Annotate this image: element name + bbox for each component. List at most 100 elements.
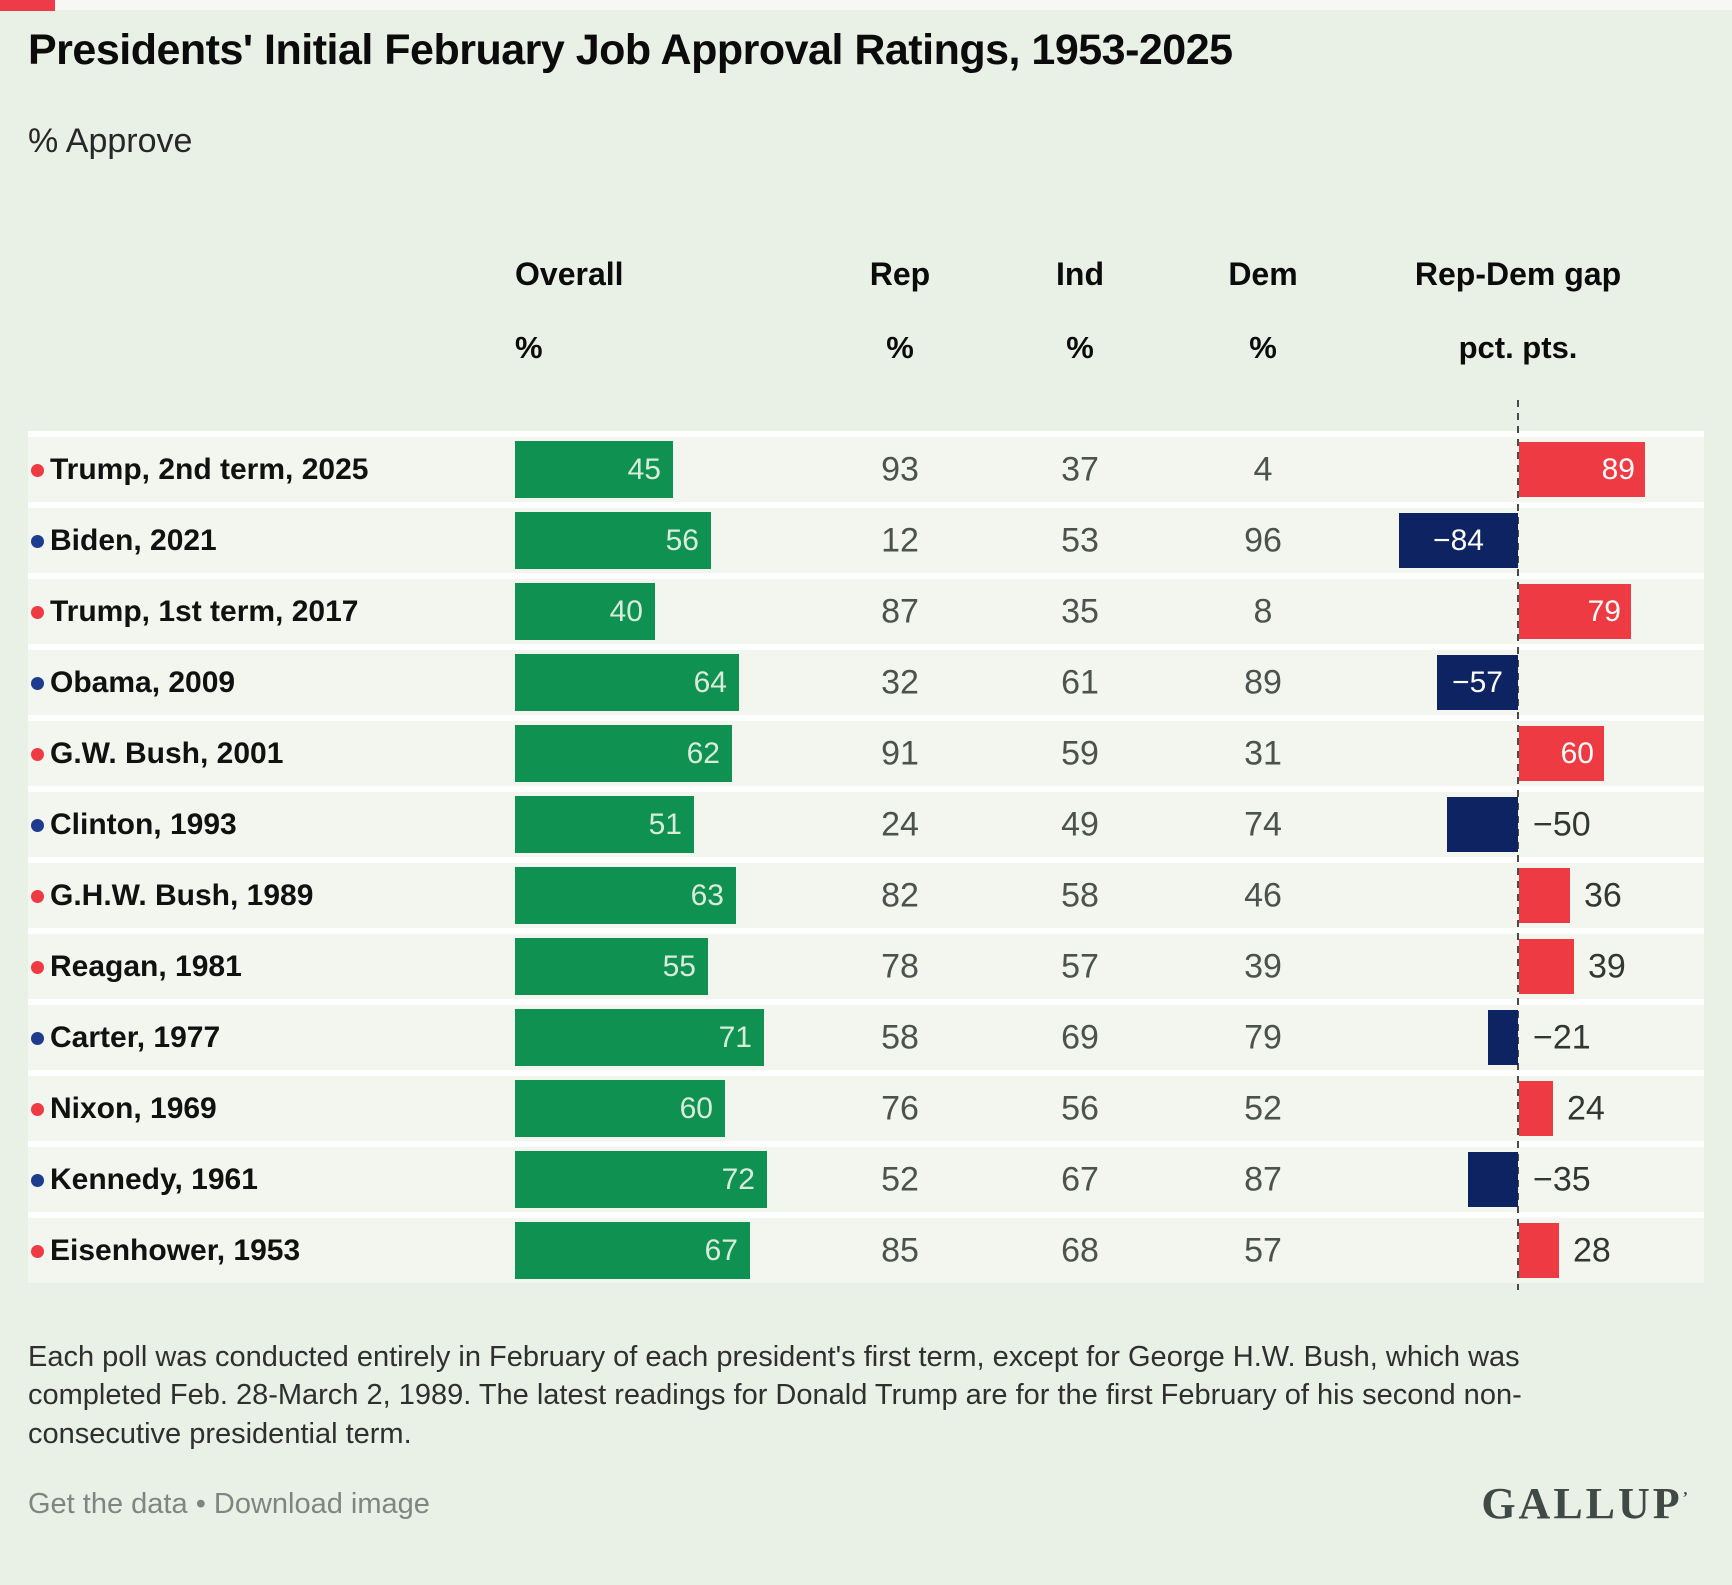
gap-bar: 89 bbox=[1519, 442, 1645, 497]
dem-value: 96 bbox=[1244, 521, 1282, 559]
trademark-mark: ʼ bbox=[1682, 1489, 1688, 1507]
overall-approval-bar: 64 bbox=[515, 654, 739, 711]
gap-value: 24 bbox=[1567, 1089, 1605, 1127]
overall-approval-bar: 56 bbox=[515, 512, 711, 569]
download-image-link[interactable]: Download image bbox=[213, 1488, 430, 1520]
overall-approval-bar: 71 bbox=[515, 1009, 764, 1066]
president-label: Clinton, 1993 bbox=[50, 807, 237, 841]
gap-value: −21 bbox=[1533, 1018, 1591, 1056]
unit-dem: % bbox=[1249, 330, 1277, 365]
corner-red-mark bbox=[0, 0, 55, 11]
president-label: Eisenhower, 1953 bbox=[50, 1233, 301, 1267]
overall-value: 45 bbox=[627, 453, 661, 486]
overall-approval-bar: 60 bbox=[515, 1080, 725, 1137]
overall-value: 67 bbox=[704, 1234, 738, 1267]
rep-value: 12 bbox=[881, 521, 919, 559]
overall-approval-bar: 55 bbox=[515, 938, 708, 995]
overall-value: 60 bbox=[679, 1092, 713, 1125]
unit-gap: pct. pts. bbox=[1458, 330, 1578, 365]
overall-approval-bar: 72 bbox=[515, 1151, 767, 1208]
table-row: Reagan, 1981 55 78 57 39 39 bbox=[28, 934, 1704, 999]
overall-value: 71 bbox=[718, 1021, 752, 1054]
link-separator: • bbox=[195, 1488, 206, 1520]
table-row: Eisenhower, 1953 67 85 68 57 28 bbox=[28, 1218, 1704, 1283]
ind-value: 67 bbox=[1061, 1160, 1099, 1198]
overall-approval-bar: 51 bbox=[515, 796, 694, 853]
rep-value: 93 bbox=[881, 450, 919, 488]
column-header-dem: Dem bbox=[1228, 256, 1298, 292]
president-label: Biden, 2021 bbox=[50, 523, 217, 557]
gap-bar: 60 bbox=[1519, 726, 1604, 781]
overall-value: 55 bbox=[662, 950, 696, 983]
party-dot bbox=[31, 960, 44, 974]
ind-value: 58 bbox=[1061, 876, 1099, 914]
party-dot bbox=[31, 1244, 44, 1258]
table-row: Trump, 2nd term, 2025 45 93 37 4 89 bbox=[28, 437, 1704, 502]
party-dot bbox=[31, 676, 44, 690]
gap-bar bbox=[1447, 797, 1518, 852]
gap-bar bbox=[1468, 1152, 1518, 1207]
gap-bar: −84 bbox=[1399, 513, 1518, 568]
president-label: G.W. Bush, 2001 bbox=[50, 736, 284, 770]
president-label: Kennedy, 1961 bbox=[50, 1162, 258, 1196]
page-title: Presidents' Initial February Job Approva… bbox=[28, 26, 1233, 74]
chart-subtitle: % Approve bbox=[28, 122, 193, 160]
gap-value: 39 bbox=[1588, 947, 1626, 985]
get-the-data-link[interactable]: Get the data bbox=[28, 1488, 188, 1520]
rep-value: 78 bbox=[881, 947, 919, 985]
president-label: G.H.W. Bush, 1989 bbox=[50, 878, 314, 912]
president-label: Reagan, 1981 bbox=[50, 949, 242, 983]
gap-bar: −57 bbox=[1437, 655, 1518, 710]
unit-ind: % bbox=[1066, 330, 1094, 365]
footnote: Each poll was conducted entirely in Febr… bbox=[28, 1341, 1522, 1450]
gap-value: 89 bbox=[1601, 453, 1635, 486]
party-dot bbox=[31, 1102, 44, 1116]
footer-links: Get the data • Download image bbox=[28, 1488, 430, 1521]
overall-value: 72 bbox=[721, 1163, 755, 1196]
rep-value: 24 bbox=[881, 805, 919, 843]
gap-value: 60 bbox=[1560, 737, 1594, 770]
table-row: Kennedy, 1961 72 52 67 87 −35 bbox=[28, 1147, 1704, 1212]
dem-value: 52 bbox=[1244, 1089, 1282, 1127]
party-dot bbox=[31, 1173, 44, 1187]
overall-value: 40 bbox=[609, 595, 643, 628]
table-row: G.H.W. Bush, 1989 63 82 58 46 36 bbox=[28, 863, 1704, 928]
table-row: Carter, 1977 71 58 69 79 −21 bbox=[28, 1005, 1704, 1070]
ind-value: 37 bbox=[1061, 450, 1099, 488]
overall-approval-bar: 40 bbox=[515, 583, 655, 640]
gap-value: −35 bbox=[1533, 1160, 1591, 1198]
president-label: Nixon, 1969 bbox=[50, 1091, 217, 1125]
ind-value: 49 bbox=[1061, 805, 1099, 843]
gap-value: −84 bbox=[1433, 524, 1484, 557]
dem-value: 8 bbox=[1253, 592, 1273, 630]
table-row: Trump, 1st term, 2017 40 87 35 8 79 bbox=[28, 579, 1704, 644]
dem-value: 57 bbox=[1244, 1231, 1282, 1269]
party-dot bbox=[31, 534, 44, 548]
rep-value: 82 bbox=[881, 876, 919, 914]
ind-value: 59 bbox=[1061, 734, 1099, 772]
gallup-logo: GALLUPʼ bbox=[1481, 1479, 1688, 1528]
rep-value: 76 bbox=[881, 1089, 919, 1127]
table-row: Clinton, 1993 51 24 49 74 −50 bbox=[28, 792, 1704, 857]
unit-overall: % bbox=[515, 330, 543, 365]
gap-bar bbox=[1519, 1081, 1553, 1136]
dem-value: 74 bbox=[1244, 805, 1282, 843]
dem-value: 79 bbox=[1244, 1018, 1282, 1056]
ind-value: 56 bbox=[1061, 1089, 1099, 1127]
gap-value: 36 bbox=[1584, 876, 1622, 914]
table-row: Biden, 2021 56 12 53 96 −84 bbox=[28, 508, 1704, 573]
column-header-gap: Rep-Dem gap bbox=[1414, 256, 1622, 292]
party-dot bbox=[31, 605, 44, 619]
dem-value: 31 bbox=[1244, 734, 1282, 772]
table-row: Obama, 2009 64 32 61 89 −57 bbox=[28, 650, 1704, 715]
gap-value: −50 bbox=[1533, 805, 1591, 843]
table-row: Nixon, 1969 60 76 56 52 24 bbox=[28, 1076, 1704, 1141]
rep-value: 32 bbox=[881, 663, 919, 701]
gap-bar bbox=[1519, 1223, 1559, 1278]
column-header-rep: Rep bbox=[869, 256, 931, 292]
president-label: Trump, 2nd term, 2025 bbox=[50, 452, 369, 486]
party-dot bbox=[31, 747, 44, 761]
overall-value: 63 bbox=[690, 879, 724, 912]
dem-value: 4 bbox=[1253, 450, 1273, 488]
overall-value: 64 bbox=[693, 666, 727, 699]
